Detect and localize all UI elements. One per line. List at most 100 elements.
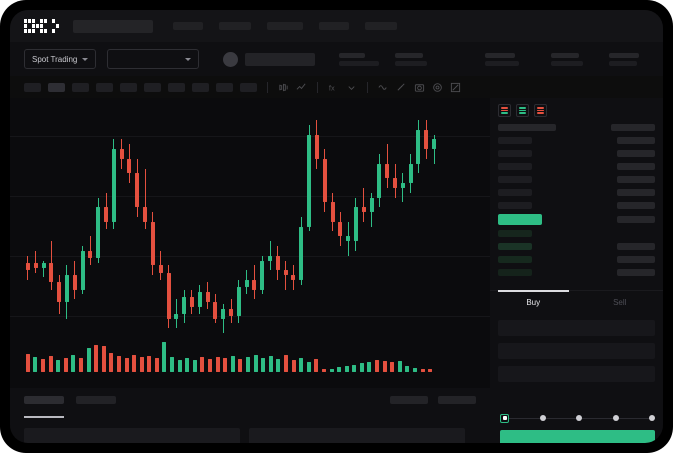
order-field-amount[interactable]: [498, 343, 655, 359]
timeframe-4[interactable]: [96, 82, 113, 92]
timeframe-6[interactable]: [144, 82, 161, 92]
orderbook-row-ask[interactable]: [498, 136, 655, 145]
orders-panel: [10, 388, 490, 443]
orderbook-layout-both-icon[interactable]: [498, 104, 511, 117]
camera-icon[interactable]: [414, 82, 425, 93]
volume-bar: [192, 360, 197, 372]
orderbook-row-bid[interactable]: [498, 255, 655, 264]
nav-item-1[interactable]: [173, 22, 203, 30]
order-field-total[interactable]: [498, 366, 655, 382]
volume-bar: [132, 354, 137, 372]
bottom-tab-positions[interactable]: [76, 396, 116, 404]
timeframe-10[interactable]: [240, 82, 257, 92]
orderbook-layout-asks-icon[interactable]: [534, 104, 547, 117]
volume-bar: [314, 359, 319, 372]
okx-logo[interactable]: [24, 19, 59, 33]
timeframe-9[interactable]: [216, 82, 233, 92]
bottom-card-1[interactable]: [24, 428, 240, 443]
settings-icon[interactable]: [432, 82, 443, 93]
pair-name-placeholder: [245, 52, 316, 66]
ticker-stat-2: [395, 52, 428, 66]
chart-gridline: [10, 196, 490, 197]
orderbook-row-bid[interactable]: [498, 229, 655, 238]
market-subheader: Spot Trading: [10, 42, 663, 76]
submit-order-button[interactable]: [500, 430, 655, 443]
tab-sell[interactable]: Sell: [577, 291, 664, 314]
orderbook-row-ask[interactable]: [498, 201, 655, 210]
fullscreen-icon[interactable]: [450, 82, 461, 93]
nav-item-4[interactable]: [319, 22, 349, 30]
ticker-stat-3: [485, 52, 520, 66]
timeframe-1[interactable]: [24, 82, 41, 92]
ticker-stat-4: [551, 52, 584, 66]
wave-icon[interactable]: [378, 82, 389, 93]
pair-avatar: [223, 51, 239, 67]
volume-bar: [230, 355, 235, 372]
nav-item-2[interactable]: [219, 22, 251, 30]
nav-items: [173, 22, 397, 30]
market-type-selector[interactable]: Spot Trading: [24, 49, 97, 69]
orderbook-row-ask[interactable]: [498, 175, 655, 184]
trading-pair-selector[interactable]: [107, 49, 200, 69]
volume-bar: [299, 358, 304, 372]
bottom-action-2[interactable]: [438, 396, 476, 404]
timeframe-5[interactable]: [120, 82, 137, 92]
slider-step-1[interactable]: [500, 413, 509, 423]
volume-bar: [405, 365, 410, 372]
orderbook-layout-bids-icon[interactable]: [516, 104, 529, 117]
volume-bar: [291, 360, 296, 372]
ruler-icon[interactable]: [396, 82, 407, 93]
chevron-down-icon[interactable]: [346, 82, 357, 93]
volume-bar: [306, 362, 311, 372]
volume-bar: [185, 358, 190, 372]
slider-step-3[interactable]: [576, 415, 582, 421]
price-chart[interactable]: [10, 98, 490, 388]
bottom-action-1[interactable]: [390, 396, 428, 404]
volume-bar: [359, 363, 364, 372]
toolbar-divider: [317, 81, 318, 93]
volume-bar: [63, 358, 68, 372]
toolbar-divider: [267, 81, 268, 93]
orderbook-row-bid[interactable]: [498, 268, 655, 277]
volume-bar: [71, 354, 76, 372]
slider-step-2[interactable]: [539, 415, 546, 421]
svg-text:fx: fx: [329, 83, 335, 92]
slider-step-5[interactable]: [649, 415, 655, 421]
orderbook-row-ask[interactable]: [498, 162, 655, 171]
volume-bar: [321, 368, 326, 372]
chart-gridline: [10, 316, 490, 317]
orderbook-row-highlighted[interactable]: [498, 214, 655, 225]
timeframe-2[interactable]: [48, 82, 65, 92]
candlestick-chart-icon[interactable]: [278, 82, 289, 93]
volume-bar: [116, 355, 121, 372]
app-viewport: Spot Trading: [10, 10, 663, 443]
bottom-card-2[interactable]: [249, 428, 465, 443]
amount-slider[interactable]: [500, 413, 655, 423]
volume-bar: [48, 355, 53, 372]
timeframe-7[interactable]: [168, 82, 185, 92]
bottom-tab-orders[interactable]: [24, 396, 64, 404]
volume-bar: [367, 362, 372, 372]
line-chart-icon[interactable]: [296, 82, 307, 93]
volume-bar: [261, 358, 266, 372]
global-search-input[interactable]: [73, 19, 153, 33]
volume-bar: [245, 357, 250, 372]
nav-item-5[interactable]: [365, 22, 397, 30]
timeframe-3[interactable]: [72, 82, 89, 92]
order-field-price[interactable]: [498, 320, 655, 336]
orderbook-row-bid[interactable]: [498, 242, 655, 251]
orderbook-row-ask[interactable]: [498, 149, 655, 158]
indicators-icon[interactable]: fx: [328, 82, 339, 93]
orders-cards: [24, 428, 465, 443]
timeframe-8[interactable]: [192, 82, 209, 92]
candlestick-series: [24, 108, 438, 338]
volume-bar: [344, 365, 349, 372]
orderbook-row-ask[interactable]: [498, 188, 655, 197]
ticker-stat-5: [609, 52, 640, 66]
tab-buy[interactable]: Buy: [490, 290, 577, 314]
nav-item-3[interactable]: [267, 22, 303, 30]
volume-bar: [382, 361, 387, 372]
active-tab-underline: [24, 416, 64, 418]
slider-step-4[interactable]: [612, 415, 619, 421]
tab-sell-label: Sell: [613, 298, 627, 307]
